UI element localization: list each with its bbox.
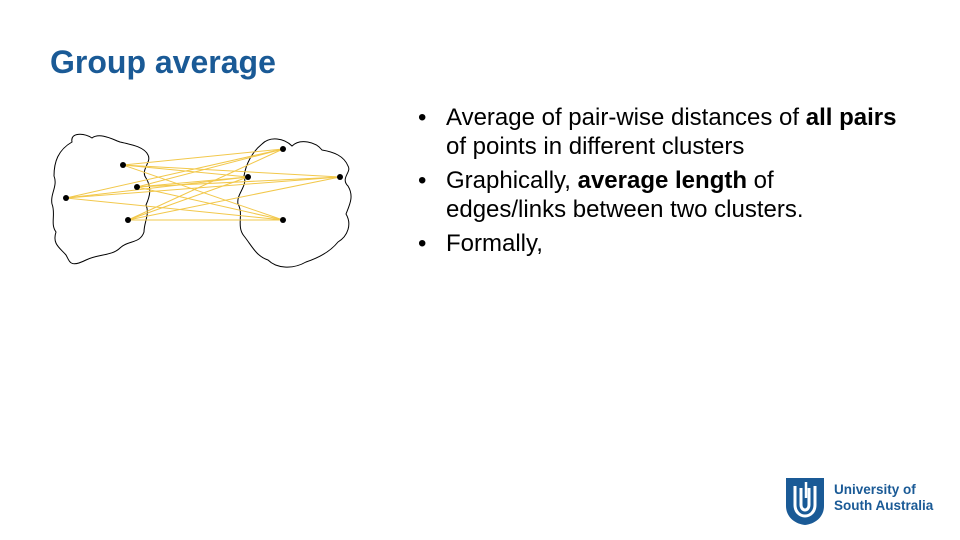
logo-line-2: South Australia [834,498,934,513]
text: Average of pair-wise distances of [446,104,806,131]
right-cluster-point [245,174,251,180]
cluster-edges [65,148,341,221]
logo-text: University of South Australia [834,482,933,514]
bullet-text: Average of pair-wise distances of all pa… [446,104,896,160]
left-cluster-outline [51,133,151,265]
cluster-diagram [51,133,352,268]
edge-line [136,148,284,188]
right-cluster-point [280,146,286,152]
bold-text: average length [577,167,748,194]
bullet-text: Formally, [446,230,543,257]
edge-line [127,176,341,221]
bullet-item: • Average of pair-wise distances of all p… [418,103,898,161]
logo-line-1: University of [834,482,916,497]
edge-line [122,148,284,166]
left-cluster-point [120,162,126,168]
cluster-points [63,146,343,223]
text: Formally, [446,230,543,257]
bullet-item: • Graphically, average length of edges/li… [418,166,898,224]
slide-title: Group average [50,44,276,80]
bullet-list: • Average of pair-wise distances of all p… [418,103,898,263]
edge-line [65,148,284,199]
text: of points in different clusters [446,133,745,160]
bullet-dot: • [418,230,427,257]
right-cluster-outline [237,138,352,268]
text: Graphically, [446,167,578,194]
edge-line [65,176,341,199]
text: of edges/links between two clusters. [446,167,804,223]
bullet-dot: • [418,167,427,194]
edge-line [122,164,341,178]
bullet-item: • Formally, [418,229,898,258]
edge-line [122,164,284,221]
left-cluster-point [125,217,131,223]
edge-line [65,197,284,221]
left-cluster-point [134,184,140,190]
edge-line [65,176,249,199]
right-cluster-point [337,174,343,180]
right-cluster-point [280,217,286,223]
university-logo: University of South Australia [784,476,944,526]
bold-text: all pairs [805,104,897,131]
edge-line [127,176,249,221]
bullet-text: Graphically, average length of edges/lin… [446,167,804,223]
edge-line [127,148,284,221]
bullet-dot: • [418,104,427,131]
left-cluster-point [63,195,69,201]
unisa-shield-icon [786,478,824,525]
edge-line [136,176,341,188]
